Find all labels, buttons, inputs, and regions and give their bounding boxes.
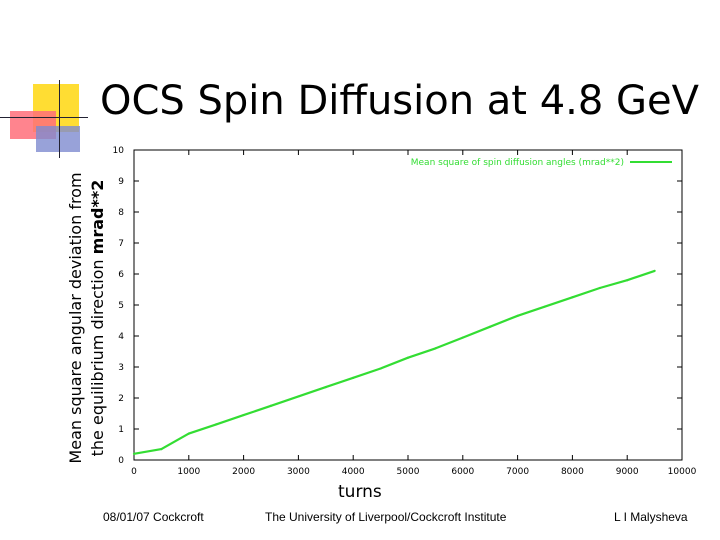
y-tick-label: 3 [118,363,124,373]
series-line [133,269,655,455]
y-tick-label: 1 [118,425,124,435]
series-point [379,367,382,370]
series-point [489,325,492,328]
slide-title: OCS Spin Diffusion at 4.8 GeV [100,78,700,124]
chart: 0 1000 2000 3000 4000 5000 6000 7000 8000 9000 100… [113,146,697,477]
series-point [269,404,273,407]
series-point [653,269,656,272]
series-point [160,448,163,451]
y-tick-label: 5 [118,301,124,311]
series-point [434,347,437,350]
y-tick-label: 9 [118,177,124,187]
series-point [242,413,245,417]
series-point [598,286,601,290]
x-tick-label: 5000 [397,467,420,477]
y-axis-label-unit: mrad**2 [88,179,107,255]
x-axis-label: turns [338,482,382,502]
series-point [626,279,629,282]
series-point [324,386,327,389]
x-tick-label: 4000 [342,467,365,477]
footer-author: L I Malysheva [614,510,688,524]
y-tick-label: 7 [118,239,124,249]
legend: Mean square of spin diffusion angles (mr… [411,158,672,168]
x-tick-label: 7000 [506,467,529,477]
plot-frame [133,149,683,461]
series-point [297,395,300,398]
y-tick-label: 8 [118,208,124,218]
x-tick-label: 6000 [451,467,474,477]
y-axis-ticks: 0 1 2 3 4 5 6 7 8 9 10 [113,146,682,466]
x-tick-label: 0 [131,467,137,477]
y-tick-label: 4 [118,332,124,342]
x-tick-label: 10000 [668,467,697,477]
y-tick-label: 2 [118,394,124,404]
series-point [543,305,547,308]
y-axis-label: Mean square angular deviation from the e… [65,143,111,493]
x-tick-label: 8000 [561,467,584,477]
series-point [352,376,355,379]
x-tick-label: 9000 [616,467,639,477]
decor-horizontal-line [0,117,88,118]
series-group [132,269,656,455]
series-point [215,423,218,426]
series-point [187,432,190,435]
x-axis-ticks: 0 1000 2000 3000 4000 5000 6000 7000 8000 9000 100… [131,150,697,477]
series-point [461,336,464,339]
y-axis-label-line2: the equilibrium direction mrad**2 [87,143,109,493]
y-axis-label-text: the equilibrium direction [88,254,107,457]
decor-blue-square [36,126,80,152]
y-tick-label: 6 [118,270,124,280]
x-tick-label: 2000 [232,467,255,477]
y-tick-label: 10 [113,146,125,156]
series-point [571,296,574,299]
legend-label: Mean square of spin diffusion angles (mr… [411,158,624,168]
y-axis-label-line1: Mean square angular deviation from [66,172,85,464]
series-point [516,314,519,317]
plot-border [133,149,683,461]
footer-institution: The University of Liverpool/Cockcroft In… [265,510,507,524]
x-tick-label: 3000 [287,467,310,477]
y-tick-label: 0 [118,456,124,466]
footer-date: 08/01/07 Cockcroft [103,510,204,524]
series-point [132,452,136,455]
decor-vertical-line [59,80,60,158]
series-point [406,356,410,359]
x-tick-label: 1000 [177,467,200,477]
